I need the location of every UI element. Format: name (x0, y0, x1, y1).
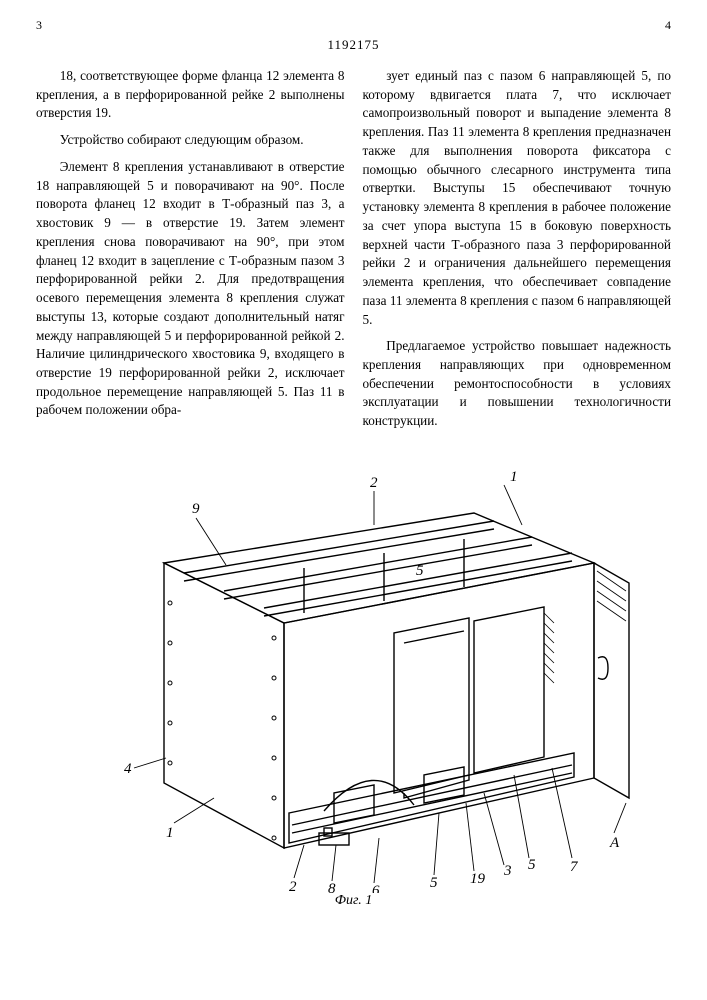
page-header: 3 4 (36, 18, 671, 33)
document-number: 1192175 (36, 37, 671, 53)
paragraph: Предлагаемое устройство повышает надежно… (363, 337, 672, 431)
paragraph: 18, соответствующее форме фланца 12 элем… (36, 67, 345, 123)
svg-text:5: 5 (430, 875, 438, 891)
svg-text:5: 5 (416, 563, 424, 579)
paragraph: Устройство собирают следующим образом. (36, 131, 345, 150)
column-left: 18, соответствующее форме фланца 12 элем… (36, 67, 345, 439)
page-number-left: 3 (36, 18, 42, 33)
svg-text:1: 1 (510, 469, 518, 485)
figure-caption: Фиг. 1 (36, 893, 671, 909)
svg-text:6: 6 (372, 883, 380, 893)
svg-text:4: 4 (124, 761, 132, 777)
svg-text:2: 2 (289, 879, 297, 893)
svg-text:19: 19 (470, 871, 486, 887)
svg-text:2: 2 (370, 475, 378, 491)
page: 3 4 1192175 18, соответствующее форме фл… (0, 0, 707, 1000)
text-columns: 18, соответствующее форме фланца 12 элем… (36, 67, 671, 439)
paragraph: зует единый паз с пазом 6 направляющей 5… (363, 67, 672, 329)
svg-text:1: 1 (166, 825, 174, 841)
column-right: зует единый паз с пазом 6 направляющей 5… (363, 67, 672, 439)
svg-text:5: 5 (528, 857, 536, 873)
paragraph: Элемент 8 крепления устанавливают в отве… (36, 158, 345, 420)
svg-text:A: A (609, 835, 620, 851)
svg-text:9: 9 (192, 501, 200, 517)
figure-svg: 9 2 1 4 1 2 8 6 5 19 3 5 7 A 5 (74, 453, 634, 893)
svg-text:3: 3 (503, 863, 512, 879)
figure-1: 9 2 1 4 1 2 8 6 5 19 3 5 7 A 5 Фиг. 1 (36, 453, 671, 909)
page-number-right: 4 (665, 18, 671, 33)
svg-text:7: 7 (570, 859, 579, 875)
svg-text:8: 8 (328, 881, 336, 893)
